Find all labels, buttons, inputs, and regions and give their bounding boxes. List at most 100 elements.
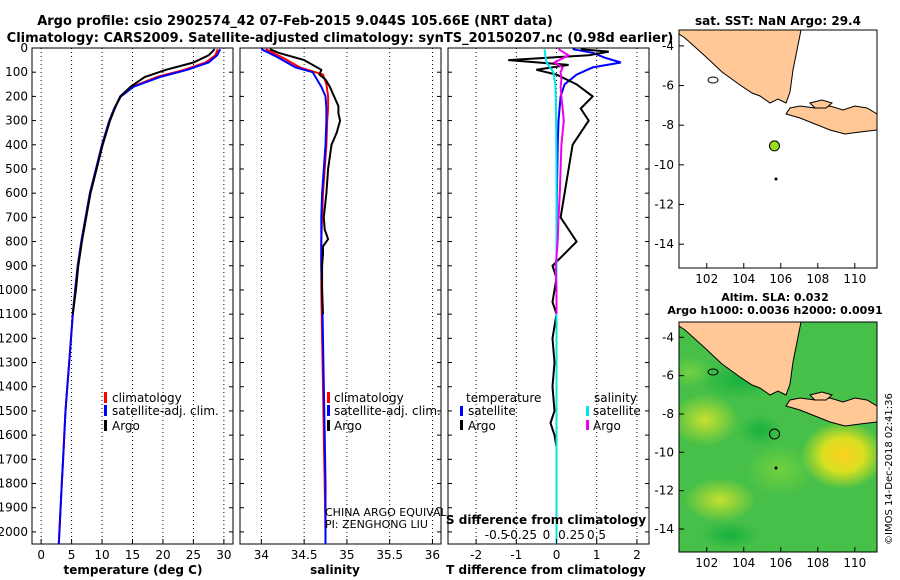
island-outline — [707, 76, 719, 84]
series-line-satellite — [260, 48, 328, 544]
pi-text: PI: ZENGHONG LIU — [325, 518, 428, 531]
sla-map-title: Altim. SLA: 0.032 — [721, 291, 828, 304]
islet-land — [809, 99, 834, 109]
depth-tick-label: 400 — [5, 138, 28, 152]
temperature-panel: 0 5 10 15 20 25 30 0 100 200 300 400 500 600 700 800 90… — [0, 41, 234, 577]
map-y-tick-label: -14 — [654, 237, 674, 251]
depth-tick-label: 1500 — [0, 404, 28, 418]
x-tick-label: 5 — [68, 548, 76, 562]
depth-tick-labels: 0 100 200 300 400 500 600 700 800 900 1000 1100 1200… — [0, 41, 28, 539]
depth-tick-label: 900 — [5, 259, 28, 273]
sla-map: Altim. SLA: 0.032 Argo h1000: 0.0036 h20… — [654, 291, 882, 570]
difference-axes-frame — [447, 47, 650, 545]
sst-map-land — [679, 30, 877, 135]
depth-tick-label: 1600 — [0, 428, 28, 442]
legend-argo-swatch — [327, 420, 330, 431]
x-tick-label: 34.5 — [291, 548, 318, 562]
depth-tick-label: 1800 — [0, 477, 28, 491]
depth-tick-label: 2000 — [0, 525, 28, 539]
salinity-xlabel: salinity — [310, 563, 360, 577]
x-tick-label: 35.5 — [376, 548, 403, 562]
island-outline — [707, 368, 719, 376]
sla-map-ticks: 102 104 106 108 110 -4 -6 -8 -10 -12 -14 — [654, 330, 866, 570]
map-y-tick-label: -12 — [654, 198, 674, 212]
map-x-tick-label: 102 — [695, 556, 718, 570]
depth-tick-label: 1900 — [0, 501, 28, 515]
temperature-xlabel: temperature (deg C) — [64, 563, 203, 577]
legend-climatology-label: climatology — [112, 391, 182, 405]
x-tick-label: -2 — [470, 548, 482, 562]
map-y-tick-label: -14 — [654, 522, 674, 536]
sla-blob — [738, 414, 782, 446]
temperature-ticks: 0 5 10 15 20 25 30 — [32, 47, 233, 562]
x-tick-label: 0 — [37, 548, 45, 562]
sumatra-land — [679, 30, 802, 104]
s-tick-label: -0.25 — [506, 528, 537, 542]
depth-tick-label: 1400 — [0, 380, 28, 394]
map-x-tick-label: 102 — [695, 272, 718, 286]
legend-climatology-label: climatology — [334, 391, 404, 405]
temperature-grid — [40, 48, 225, 544]
legend-s-satellite-swatch — [586, 406, 589, 416]
credit-text: CHINA ARGO EQUIVALENT — [325, 506, 469, 519]
imos-stamp: ©IMOS 14-Dec-2018 02:41:36 — [884, 393, 895, 545]
java-land — [785, 397, 877, 427]
series-line-argo — [269, 48, 342, 315]
map-x-tick-label: 104 — [732, 272, 755, 286]
s-tick-label: 0.5 — [587, 528, 606, 542]
depth-tick-label: 700 — [5, 210, 28, 224]
depth-tick-label: 200 — [5, 89, 28, 103]
salinity-lines — [260, 48, 342, 544]
s-tick-label: -0.5 — [485, 528, 508, 542]
x-tick-label: 2 — [633, 548, 641, 562]
sla-map-subtitle: Argo h1000: 0.0036 h2000: 0.0091 — [667, 304, 882, 317]
map-y-tick-label: -4 — [662, 330, 674, 344]
x-tick-label: 34 — [254, 548, 269, 562]
x-tick-label: 0 — [553, 548, 561, 562]
depth-tick-label: 0 — [20, 41, 28, 55]
legend-t-argo-swatch — [460, 420, 463, 430]
legend-climatology-swatch — [327, 392, 330, 403]
sst-map-ticks: 102 104 106 108 110 -4 -6 -8 -10 -12 -14 — [654, 39, 866, 286]
salinity-grid — [260, 48, 433, 544]
map-y-tick-label: -8 — [662, 118, 674, 132]
depth-tick-label: 1300 — [0, 356, 28, 370]
x-tick-label: 20 — [155, 548, 170, 562]
depth-tick-label: 300 — [5, 114, 28, 128]
depth-tick-label: 600 — [5, 186, 28, 200]
sla-map-frame — [678, 321, 878, 553]
difference-panel: -2 -1 0 1 2 -0.5-0.25 0 0.25 0.5 T difference fr… — [446, 47, 650, 577]
sla-heatmap — [679, 322, 877, 552]
legend-satellite-swatch — [104, 405, 107, 416]
x-tick-label: 15 — [125, 548, 140, 562]
depth-tick-label: 100 — [5, 65, 28, 79]
map-y-tick-label: -12 — [654, 484, 674, 498]
difference-xlabel-s: S difference from climatology — [446, 513, 646, 527]
sst-map: sat. SST: NaN Argo: 29.4 102 104 106 108 110… — [654, 14, 878, 286]
legend-salinity-title: salinity — [594, 391, 637, 405]
legend-satellite-swatch — [327, 405, 330, 416]
map-y-tick-label: -6 — [662, 369, 674, 383]
sla-hot-spot — [801, 421, 877, 489]
sla-blob — [679, 356, 712, 388]
legend-s-argo-swatch — [586, 420, 589, 430]
christmas-island — [774, 466, 778, 470]
legend-satellite-label: satellite-adj. clim. — [334, 404, 441, 418]
depth-tick-label: 1100 — [0, 307, 28, 321]
map-x-tick-label: 108 — [806, 272, 829, 286]
islet-land — [809, 391, 834, 401]
temperature-lines — [57, 48, 222, 544]
sla-blob — [745, 444, 815, 496]
depth-tick-label: 800 — [5, 235, 28, 249]
map-y-tick-label: -8 — [662, 407, 674, 421]
s-tick-label: 0 — [543, 528, 551, 542]
legend-argo-label: Argo — [334, 419, 362, 433]
legend-satellite-label: satellite-adj. clim. — [112, 404, 219, 418]
salinity-axes-frame — [239, 47, 442, 545]
salinity-legend: climatology satellite-adj. clim. Argo — [327, 391, 441, 433]
difference-legend: temperature salinity satellite Argo sate… — [460, 391, 641, 433]
sla-blob — [679, 394, 739, 446]
x-tick-label: 30 — [216, 548, 231, 562]
series-line-s-satellite — [543, 49, 558, 544]
